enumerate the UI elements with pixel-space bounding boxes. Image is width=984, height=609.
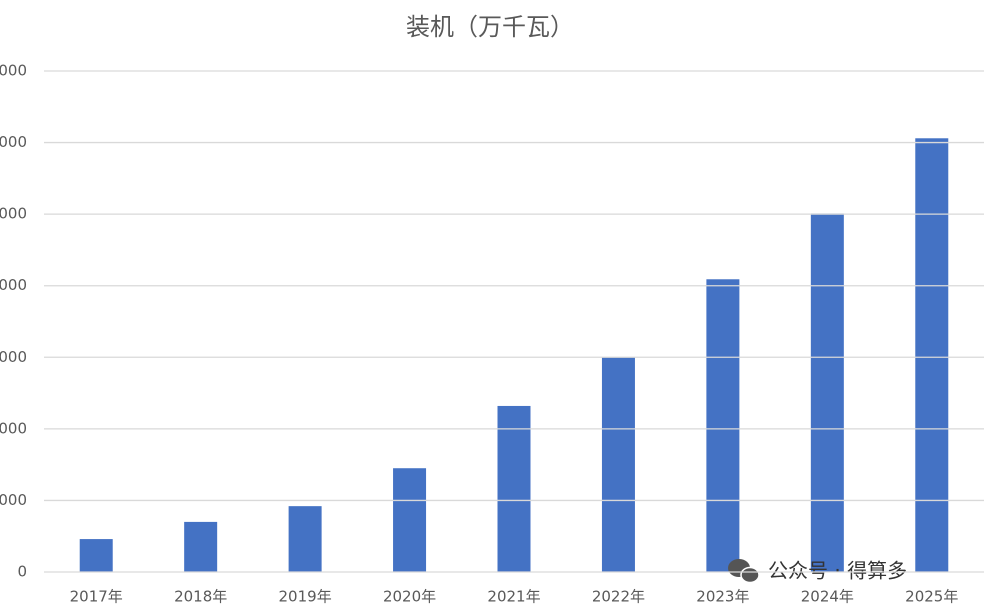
bar [393,468,427,572]
bar [601,357,635,572]
y-tick-label: 5000 [0,205,27,223]
watermark: 公众号 · 得算多 [768,559,907,583]
y-tick-label: 6000 [0,133,27,151]
bar [915,138,949,572]
watermark-icon [728,559,760,584]
x-tick-label: 2019年 [279,588,332,606]
chart-title: 装机（万千瓦） [406,13,574,41]
bar [706,279,740,572]
x-tick-label: 2024年 [801,588,854,606]
x-tick-label: 2020年 [383,588,436,606]
y-tick-label: 0 [17,563,27,581]
y-tick-label: 1000 [0,491,27,509]
bar [288,506,322,572]
bar [810,213,844,573]
y-tick-label: 4000 [0,276,27,294]
y-tick-label: 2000 [0,419,27,437]
y-tick-label: 7000 [0,62,27,80]
y-tick-label: 3000 [0,348,27,366]
bar [184,521,218,572]
bar [497,405,531,572]
x-tick-label: 2017年 [70,588,123,606]
x-tick-label: 2021年 [487,588,540,606]
x-tick-label: 2025年 [905,588,958,606]
bar [79,539,113,572]
x-tick-label: 2023年 [696,588,749,606]
x-tick-label: 2022年 [592,588,645,606]
x-tick-label: 2018年 [174,588,227,606]
